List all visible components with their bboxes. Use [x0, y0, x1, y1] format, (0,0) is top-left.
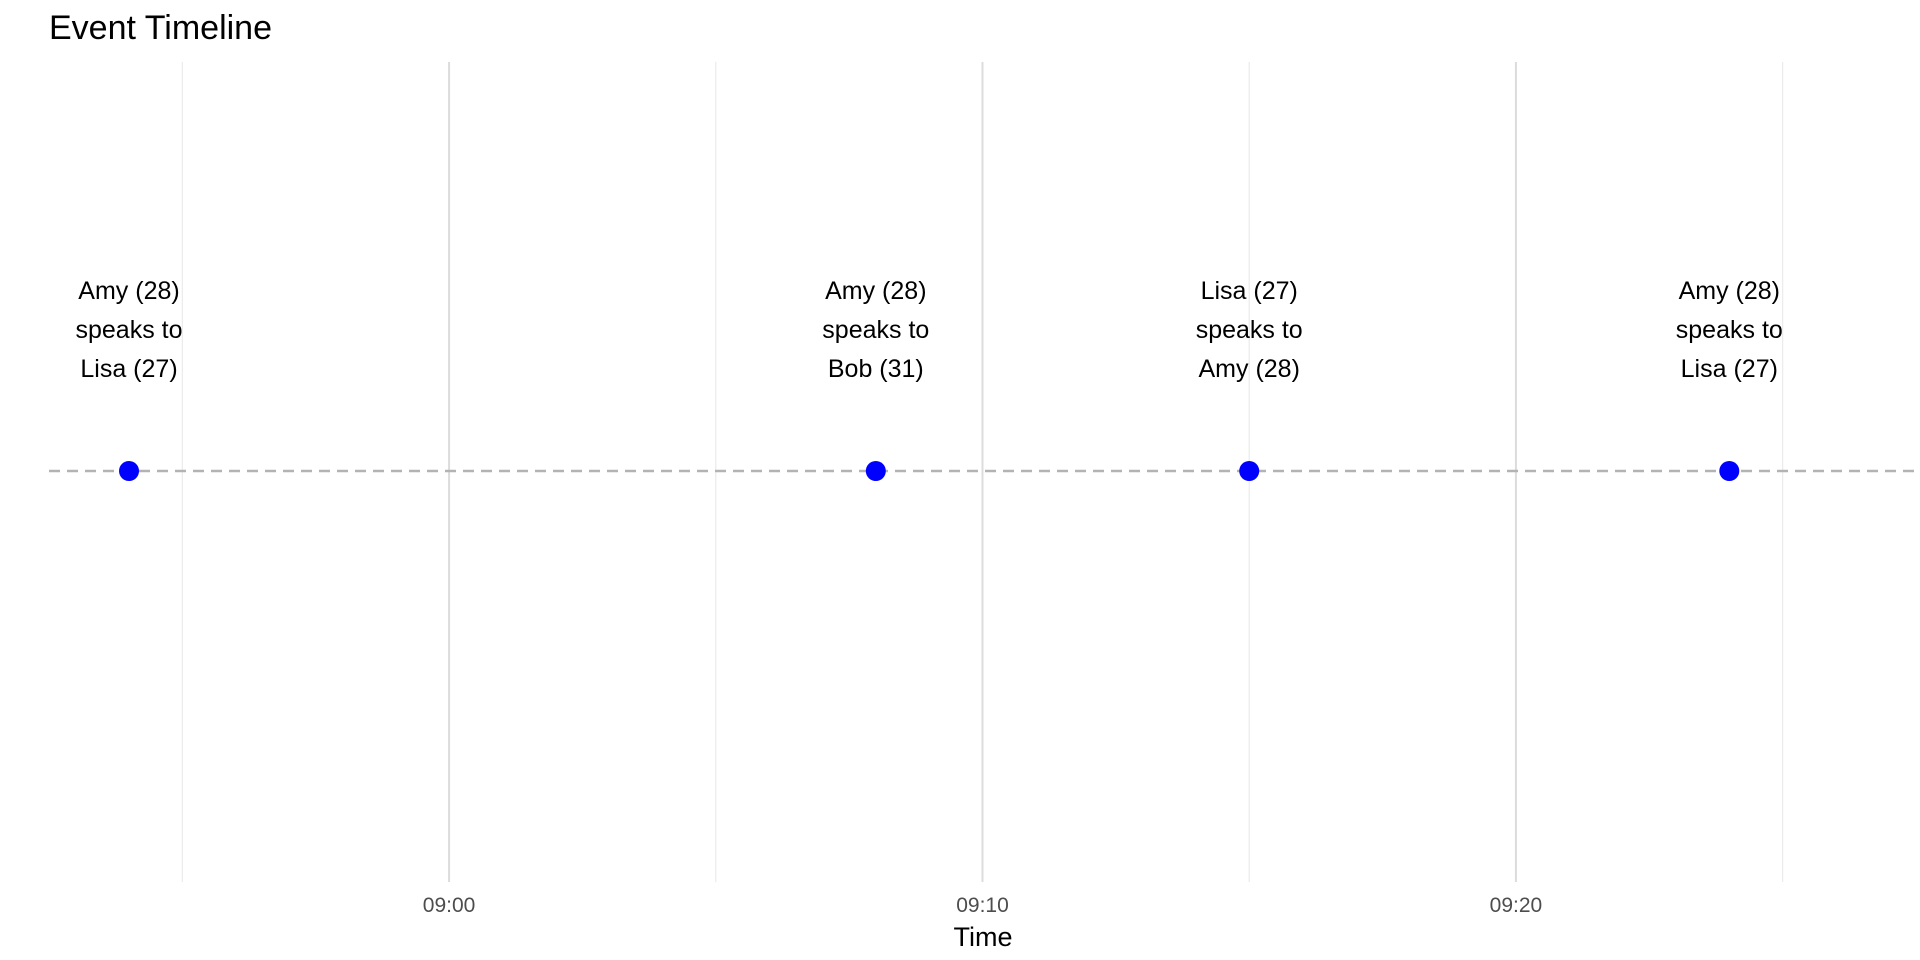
event-label-line: Amy (28)	[825, 277, 926, 305]
event-point	[119, 461, 140, 481]
event-label-line: speaks to	[1676, 316, 1783, 344]
event-label-line: Lisa (27)	[1201, 277, 1298, 305]
event-point	[865, 461, 886, 481]
event-label: Amy (28) speaks to Bob (31)	[822, 277, 929, 383]
event-label-line: Lisa (27)	[80, 355, 177, 383]
x-tick-labels: 09:00 09:10 09:20	[423, 894, 1542, 917]
chart-title: Event Timeline	[49, 9, 272, 47]
grid-layer	[181, 62, 1784, 882]
event-label-line: Amy (28)	[78, 277, 179, 305]
points-layer	[119, 461, 1740, 481]
x-axis-label: Time	[954, 922, 1013, 952]
event-label-line: speaks to	[1196, 316, 1303, 344]
x-tick-label: 09:00	[423, 894, 476, 917]
event-label-line: Amy (28)	[1679, 277, 1780, 305]
event-label-line: speaks to	[822, 316, 929, 344]
event-label-line: Bob (31)	[828, 355, 924, 383]
event-point	[1239, 461, 1260, 481]
event-label: Amy (28) speaks to Lisa (27)	[1676, 277, 1783, 383]
event-point	[1719, 461, 1740, 481]
event-label-line: speaks to	[76, 316, 183, 344]
x-tick-label: 09:10	[956, 894, 1009, 917]
event-label-line: Amy (28)	[1199, 355, 1300, 383]
x-tick-label: 09:20	[1490, 894, 1543, 917]
event-label: Lisa (27) speaks to Amy (28)	[1196, 277, 1303, 383]
event-labels-layer: Amy (28) speaks to Lisa (27) Amy (28) speaks…	[76, 277, 1783, 383]
event-label-line: Lisa (27)	[1681, 355, 1778, 383]
event-label: Amy (28) speaks to Lisa (27)	[76, 277, 183, 383]
